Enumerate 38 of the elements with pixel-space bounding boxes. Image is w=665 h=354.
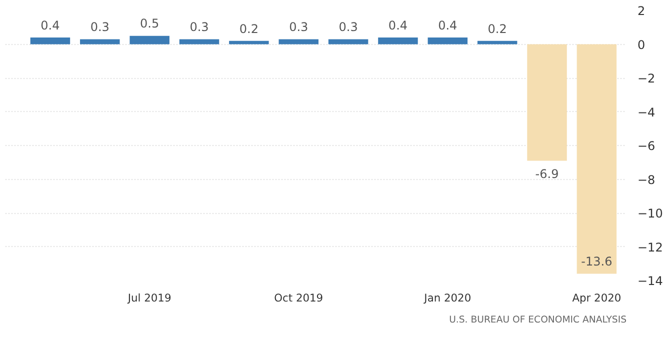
data-label: 0.4 xyxy=(438,18,458,32)
bar xyxy=(378,38,418,44)
data-label: 0.2 xyxy=(488,22,507,36)
x-tick-label: Oct 2019 xyxy=(274,292,324,304)
bar xyxy=(30,38,70,44)
data-label: 0.2 xyxy=(239,22,258,36)
bar xyxy=(179,39,220,44)
data-label: 0.3 xyxy=(289,20,308,34)
data-label: -13.6 xyxy=(581,254,612,269)
bar xyxy=(130,36,170,44)
data-label: 0.3 xyxy=(190,20,209,34)
bar xyxy=(576,44,617,274)
data-label: 0.3 xyxy=(338,20,358,34)
x-tick-label: Jan 2020 xyxy=(423,292,472,304)
text: U.S. BUREAU OF ECONOMIC ANALYSIS xyxy=(449,314,627,326)
y-tick-label: 0 xyxy=(638,38,646,52)
y-tick-label: −6 xyxy=(638,139,656,153)
x-tick-label: Jul 2019 xyxy=(126,292,172,304)
y-tick-label: 2 xyxy=(638,4,646,18)
y-tick-label: −2 xyxy=(638,72,656,86)
data-label: 0.3 xyxy=(90,20,110,34)
data-label: 0.4 xyxy=(40,18,60,32)
data-label: 0.5 xyxy=(140,16,160,31)
y-tick-label: −10 xyxy=(638,206,663,220)
bar xyxy=(527,44,567,161)
y-tick-label: −12 xyxy=(638,240,663,254)
data-label: -6.9 xyxy=(535,166,559,181)
bar xyxy=(229,40,269,44)
y-tick-label: −8 xyxy=(638,172,656,187)
bar xyxy=(428,38,468,44)
data-label: 0.4 xyxy=(388,18,408,32)
bar xyxy=(80,39,120,44)
y-tick-label: −4 xyxy=(638,105,656,120)
x-tick-label: Apr 2020 xyxy=(572,292,622,304)
bar xyxy=(477,40,518,44)
y-tick-label: −14 xyxy=(638,274,663,288)
bar xyxy=(328,39,368,44)
bar xyxy=(278,39,318,44)
